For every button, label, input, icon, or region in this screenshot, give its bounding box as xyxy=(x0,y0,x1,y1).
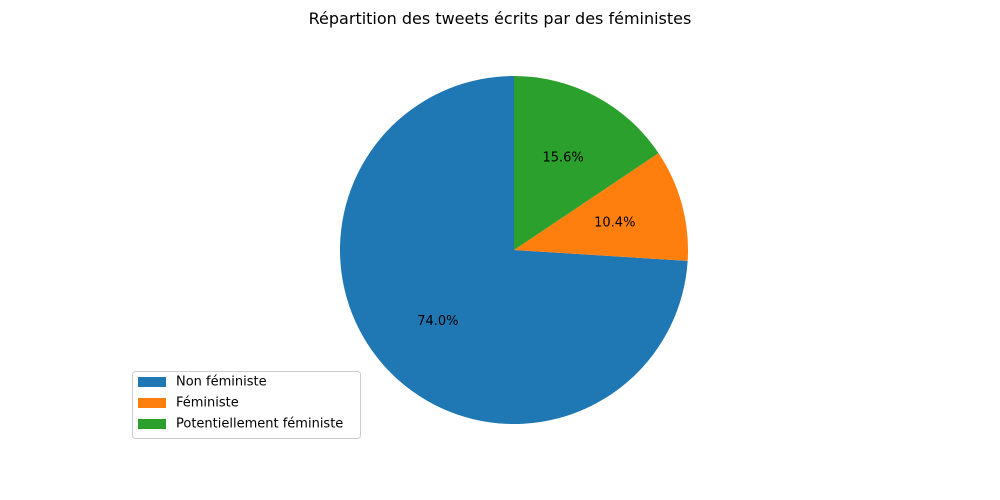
chart-title: Répartition des tweets écrits par des fé… xyxy=(309,9,692,28)
legend-box xyxy=(132,371,361,439)
pct-label-feministe: 10.4% xyxy=(594,215,635,230)
pie-slice-feministe xyxy=(514,153,689,261)
legend-swatch-non-feministe xyxy=(138,377,166,387)
pie-slices xyxy=(340,76,689,424)
pie-slice-non-feministe xyxy=(340,76,688,424)
legend-label-potentiellement-feministe: Potentiellement féministe xyxy=(176,417,343,432)
legend-entries: Non féministe Féministe Potentiellement fé… xyxy=(138,375,343,432)
percentage-labels: 74.0% 10.4% 15.6% xyxy=(417,150,635,329)
legend-label-feministe: Féministe xyxy=(176,396,239,411)
pct-label-non-feministe: 74.0% xyxy=(417,314,458,329)
legend: Non féministe Féministe Potentiellement fé… xyxy=(132,371,361,439)
pie-slice-potentiellement-feministe xyxy=(514,76,659,250)
pct-label-potentiellement-feministe: 15.6% xyxy=(542,150,583,165)
legend-label-non-feministe: Non féministe xyxy=(176,375,267,390)
legend-swatch-potentiellement-feministe xyxy=(138,419,166,429)
legend-swatch-feministe xyxy=(138,398,166,408)
